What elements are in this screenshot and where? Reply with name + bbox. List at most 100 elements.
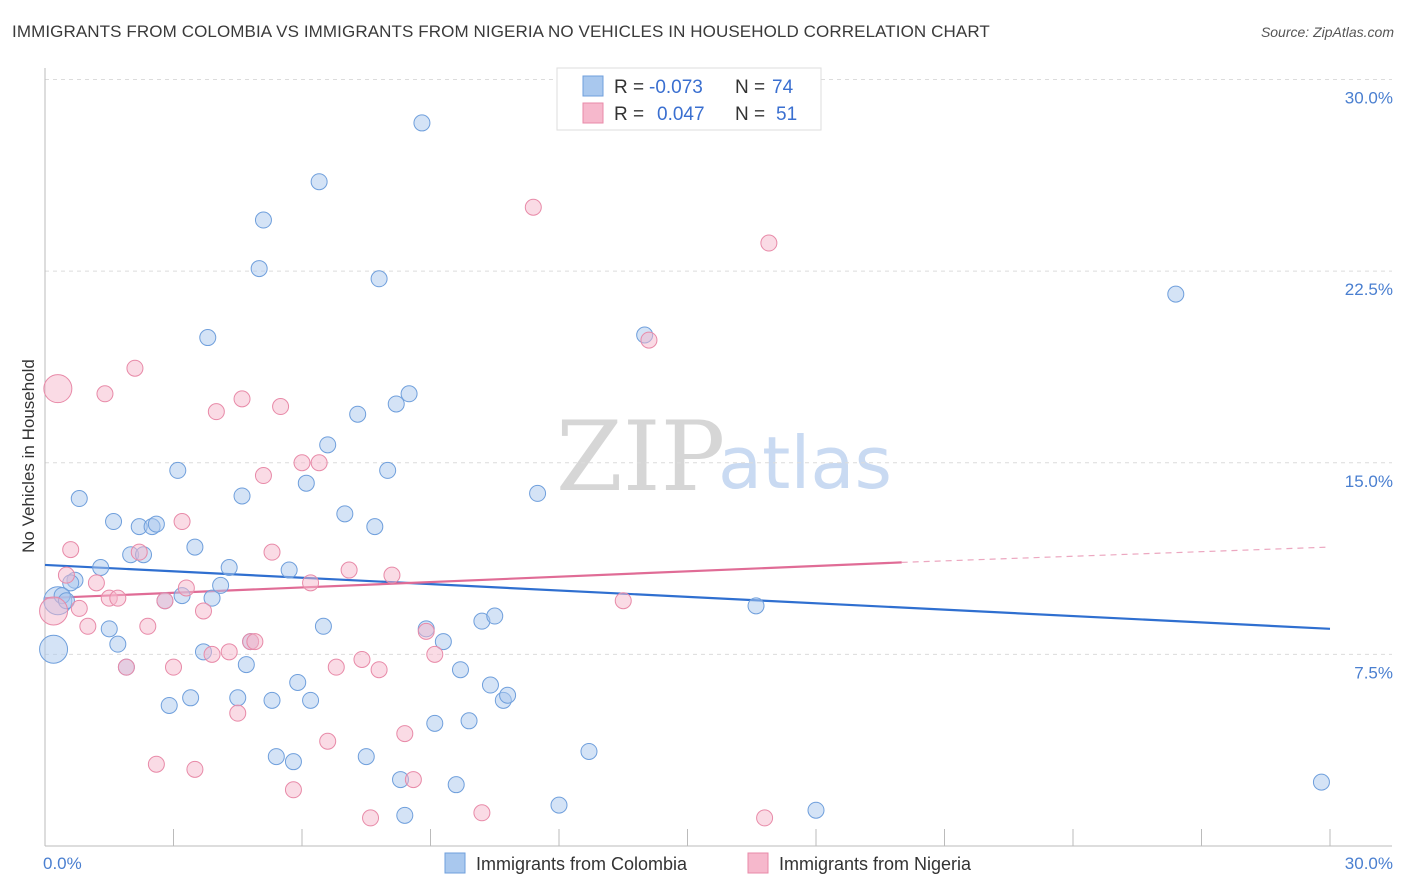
point-0-71 <box>1167 285 1185 303</box>
point-0-38 <box>297 474 315 492</box>
point-1-50 <box>756 809 774 827</box>
point-0-8 <box>105 513 123 531</box>
point-0-9 <box>109 635 127 653</box>
point-1-29 <box>263 543 281 561</box>
point-0-65 <box>529 484 547 502</box>
point-1-16 <box>165 658 182 676</box>
point-1-22 <box>207 403 225 421</box>
point-0-0 <box>39 634 69 664</box>
point-1-5 <box>79 617 97 635</box>
point-0-21 <box>186 538 204 556</box>
point-0-6 <box>92 559 110 577</box>
point-1-25 <box>233 390 251 408</box>
point-1-33 <box>302 574 320 592</box>
point-1-32 <box>293 454 311 472</box>
point-0-49 <box>387 395 405 413</box>
y-tick-label-1: 15.0% <box>1345 472 1393 491</box>
point-0-56 <box>434 633 452 651</box>
point-0-47 <box>370 270 388 288</box>
point-0-39 <box>302 691 320 709</box>
point-0-40 <box>310 173 328 191</box>
trend-line-ext-1 <box>901 546 1331 563</box>
point-1-4 <box>70 599 88 617</box>
point-0-24 <box>203 589 221 607</box>
point-1-13 <box>139 617 157 635</box>
point-1-10 <box>117 658 135 676</box>
point-0-28 <box>233 487 251 505</box>
y-tick-label-0: 7.5% <box>1354 663 1393 682</box>
point-0-32 <box>254 211 272 229</box>
point-0-70 <box>807 801 825 819</box>
y-tick-label-3: 30.0% <box>1345 89 1393 108</box>
point-1-23 <box>220 643 238 661</box>
point-0-45 <box>357 748 375 766</box>
series-1 <box>39 198 778 827</box>
point-0-59 <box>460 712 478 730</box>
point-0-7 <box>100 620 118 638</box>
watermark: ZIP atlas <box>556 401 892 513</box>
point-0-64 <box>499 686 517 704</box>
point-1-42 <box>396 725 414 743</box>
point-0-58 <box>451 661 469 679</box>
legend-n-label-colombia: N = <box>735 77 765 98</box>
point-1-34 <box>310 454 328 472</box>
point-0-36 <box>284 753 302 771</box>
point-0-17 <box>160 696 178 714</box>
point-1-47 <box>524 198 542 216</box>
trend-line-0 <box>44 563 1331 630</box>
bottom-legend-label-nigeria: Immigrants from Nigeria <box>779 854 972 874</box>
point-0-69 <box>747 597 765 615</box>
point-1-48 <box>614 592 632 610</box>
watermark-zip: ZIP <box>556 401 725 513</box>
point-1-27 <box>246 633 264 651</box>
bottom-legend-label-colombia: Immigrants from Colombia <box>476 854 688 874</box>
bottom-legend-swatch-nigeria <box>747 852 769 874</box>
axes <box>44 68 1392 847</box>
trend-lines <box>44 546 1331 630</box>
point-0-42 <box>319 436 337 454</box>
point-1-18 <box>177 579 195 597</box>
point-1-9 <box>109 589 127 607</box>
point-1-28 <box>254 467 272 485</box>
tick-labels: 7.5% 15.0% 22.5% 30.0% 0.0% 30.0% <box>43 89 1393 874</box>
point-0-53 <box>413 114 431 132</box>
point-1-12 <box>130 543 148 561</box>
point-0-29 <box>237 656 255 674</box>
x-tick-label-0: 0.0% <box>43 854 82 873</box>
point-0-25 <box>212 576 230 594</box>
bottom-legend: Immigrants from Colombia Immigrants from… <box>444 852 972 874</box>
point-1-37 <box>340 561 358 579</box>
point-1-3 <box>62 541 80 559</box>
point-1-15 <box>156 592 174 610</box>
point-1-41 <box>383 566 401 584</box>
legend-n-label-nigeria: N = <box>735 104 765 125</box>
point-1-20 <box>194 602 212 620</box>
point-0-72 <box>1312 773 1330 791</box>
point-1-11 <box>126 359 144 377</box>
x-tick-label-1: 30.0% <box>1345 854 1393 873</box>
trend-line-1 <box>44 561 902 600</box>
y-tick-label-2: 22.5% <box>1345 280 1393 299</box>
point-1-45 <box>426 645 444 663</box>
point-0-51 <box>396 806 414 824</box>
point-0-18 <box>169 461 187 479</box>
point-1-40 <box>370 661 388 679</box>
point-0-57 <box>447 776 465 794</box>
point-1-17 <box>173 513 191 531</box>
point-1-14 <box>147 755 165 773</box>
point-0-43 <box>336 505 354 523</box>
bottom-legend-swatch-colombia <box>444 852 466 874</box>
point-1-21 <box>203 645 221 663</box>
point-0-46 <box>366 518 384 536</box>
point-1-35 <box>319 732 337 750</box>
point-1-24 <box>229 704 247 722</box>
point-0-48 <box>379 461 397 479</box>
point-0-33 <box>263 691 281 709</box>
point-1-51 <box>760 234 778 252</box>
point-0-34 <box>267 748 285 766</box>
legend-r-label-nigeria: R = <box>614 104 644 125</box>
point-0-55 <box>426 714 444 732</box>
point-1-1 <box>43 374 73 404</box>
point-1-2 <box>57 566 75 584</box>
